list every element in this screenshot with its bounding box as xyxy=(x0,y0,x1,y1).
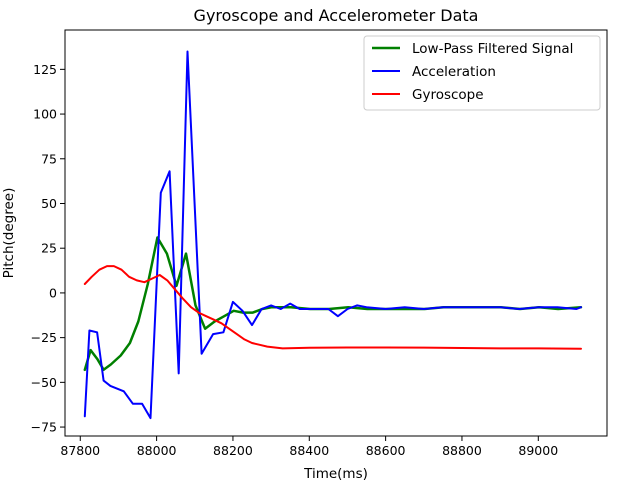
y-tick-label: 100 xyxy=(33,107,57,122)
y-tick-label: 50 xyxy=(41,196,57,211)
x-tick-label: 88800 xyxy=(442,443,482,458)
y-tick-label: −25 xyxy=(31,330,57,345)
legend-box xyxy=(363,35,601,111)
x-tick-label: 88200 xyxy=(213,443,253,458)
y-tick-label: −75 xyxy=(31,420,57,435)
x-axis-label: Time(ms) xyxy=(303,466,368,482)
x-tick-label: 88400 xyxy=(289,443,329,458)
legend-label: Acceleration xyxy=(412,64,496,80)
plot-frame xyxy=(64,29,608,437)
legend-label: Gyroscope xyxy=(412,87,484,103)
y-tick-label: 25 xyxy=(41,241,57,256)
y-axis-label: Pitch(degree) xyxy=(1,188,17,279)
series-line-1 xyxy=(83,236,583,372)
y-tick-label: 125 xyxy=(33,62,57,77)
series-line-2 xyxy=(83,50,582,420)
legend-label: Low-Pass Filtered Signal xyxy=(412,41,573,57)
y-tick-label: 75 xyxy=(41,151,57,166)
y-tick-label: −50 xyxy=(31,375,57,390)
y-axis: −75 −50 −25 0 25 50 75 100 125 xyxy=(31,62,65,435)
x-tick-label: 88000 xyxy=(137,443,177,458)
x-tick-label: 87800 xyxy=(60,443,100,458)
chart-title: Gyroscope and Accelerometer Data xyxy=(194,6,479,25)
y-tick-label: 0 xyxy=(49,285,57,300)
series-line-3 xyxy=(83,265,582,350)
legend: Low-Pass Filtered Signal Acceleration Gyro… xyxy=(363,35,601,111)
x-tick-label: 89000 xyxy=(518,443,558,458)
x-tick-label: 88600 xyxy=(366,443,406,458)
series-layer xyxy=(83,50,583,420)
x-axis: 87800 88000 88200 88400 88600 88800 89000 xyxy=(60,436,558,458)
